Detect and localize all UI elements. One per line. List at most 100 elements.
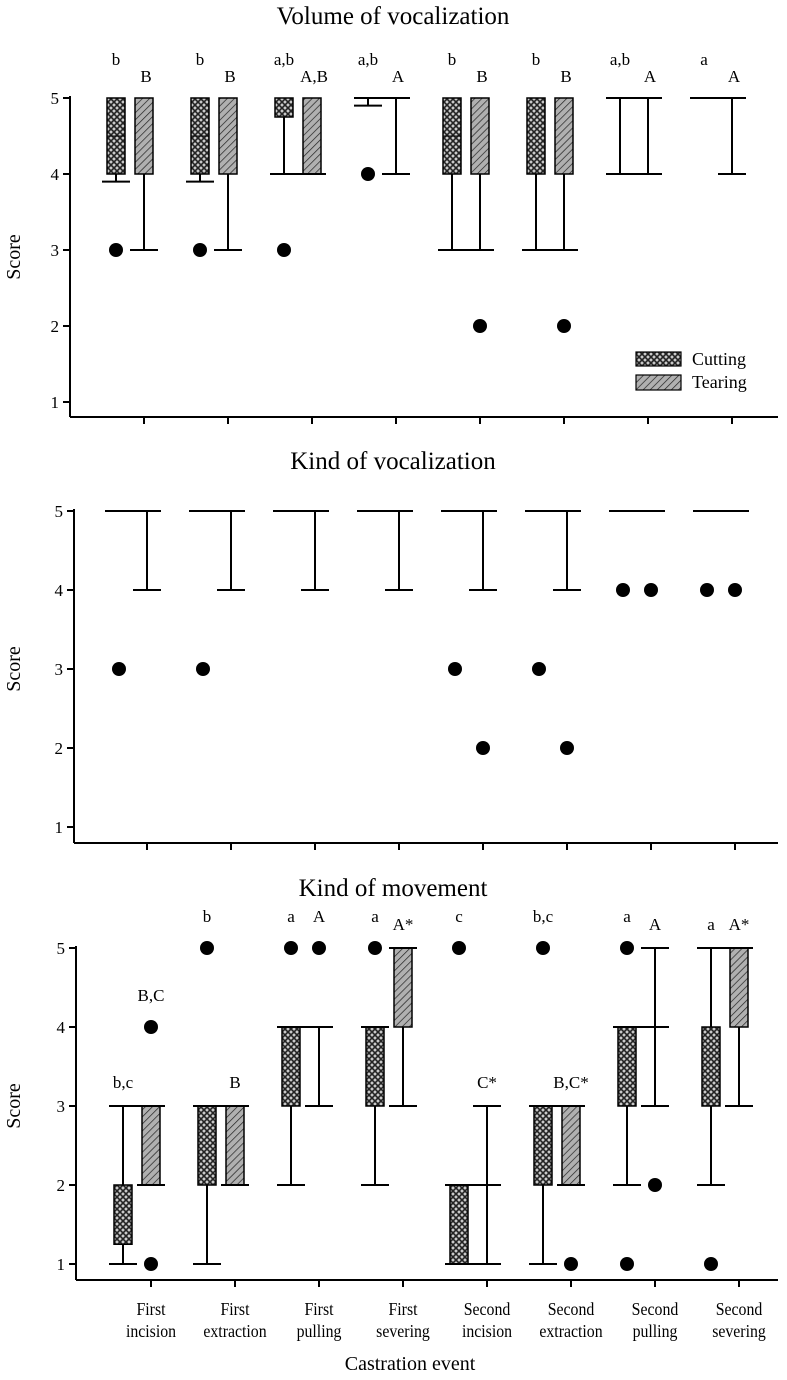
box-iqr bbox=[365, 1026, 385, 1107]
legend-swatch-tearing bbox=[635, 374, 682, 391]
outlier-point bbox=[473, 319, 487, 333]
box-cutting: b bbox=[186, 50, 214, 257]
y-tick-label: 3 bbox=[51, 241, 60, 260]
significance-letter: B bbox=[476, 67, 487, 86]
outlier-point bbox=[616, 583, 630, 597]
outlier-point bbox=[476, 741, 490, 755]
outlier-point bbox=[728, 583, 742, 597]
significance-letter: a bbox=[623, 907, 631, 926]
box-iqr bbox=[617, 1026, 637, 1107]
box-tearing bbox=[721, 510, 749, 597]
box-iqr bbox=[449, 1184, 469, 1265]
significance-letter: A,B bbox=[300, 67, 328, 86]
box-iqr bbox=[141, 1105, 161, 1186]
y-tick-label: 4 bbox=[51, 165, 60, 184]
box-iqr bbox=[561, 1105, 581, 1186]
legend-swatch-cutting bbox=[635, 351, 682, 367]
box-iqr bbox=[302, 97, 322, 175]
box-cutting bbox=[525, 510, 553, 676]
box-iqr bbox=[218, 97, 238, 175]
box-tearing: A* bbox=[725, 915, 753, 1107]
box-cutting: a,b bbox=[270, 50, 298, 257]
x-tick-label: extraction bbox=[539, 1321, 603, 1341]
box-tearing: A* bbox=[389, 915, 417, 1107]
box-tearing: C* bbox=[473, 1073, 501, 1265]
y-tick-label: 1 bbox=[57, 1255, 66, 1274]
outlier-point bbox=[560, 741, 574, 755]
box-tearing bbox=[217, 510, 245, 591]
significance-letter: c bbox=[455, 907, 463, 926]
significance-letter: a bbox=[707, 915, 715, 934]
x-tick-label: severing bbox=[712, 1321, 766, 1341]
box-tearing bbox=[301, 510, 329, 591]
significance-letter: A* bbox=[729, 915, 750, 934]
significance-letter: A* bbox=[393, 915, 414, 934]
significance-letter: A bbox=[313, 907, 326, 926]
box-cutting: c bbox=[445, 907, 473, 1265]
box-tearing bbox=[385, 510, 413, 591]
outlier-point bbox=[452, 941, 466, 955]
y-tick-label: 5 bbox=[55, 502, 64, 521]
box-tearing: A bbox=[634, 67, 662, 175]
x-tick-label: First bbox=[136, 1299, 165, 1319]
outlier-point bbox=[536, 941, 550, 955]
box-tearing: A bbox=[305, 907, 333, 1107]
significance-letter: B bbox=[224, 67, 235, 86]
legend-label-cutting: Cutting bbox=[692, 349, 746, 369]
outlier-point bbox=[557, 319, 571, 333]
box-cutting: a,b bbox=[354, 50, 382, 181]
y-tick-label: 3 bbox=[57, 1097, 66, 1116]
box-tearing: A bbox=[641, 915, 669, 1192]
box-iqr bbox=[134, 97, 154, 175]
box-cutting: a bbox=[690, 50, 718, 99]
outlier-point bbox=[361, 167, 375, 181]
box-iqr bbox=[526, 97, 546, 175]
panel-3-title: Kind of movement bbox=[299, 875, 488, 902]
significance-letter: B bbox=[140, 67, 151, 86]
outlier-point bbox=[648, 1178, 662, 1192]
x-tick-label: pulling bbox=[633, 1321, 678, 1341]
y-tick-label: 1 bbox=[55, 818, 64, 837]
x-tick-label: Second bbox=[632, 1299, 679, 1319]
box-iqr bbox=[274, 97, 294, 118]
significance-letter: C* bbox=[477, 1073, 497, 1092]
significance-letter: b bbox=[112, 50, 121, 69]
panel-2-ylabel: Score bbox=[3, 646, 25, 692]
y-tick-label: 5 bbox=[51, 89, 60, 108]
legend-label-tearing: Tearing bbox=[692, 372, 747, 392]
significance-letter: A bbox=[649, 915, 662, 934]
box-iqr bbox=[729, 947, 749, 1028]
outlier-point bbox=[109, 243, 123, 257]
outlier-point bbox=[700, 583, 714, 597]
significance-letter: a,b bbox=[274, 50, 294, 69]
box-tearing: B bbox=[214, 67, 242, 251]
panel-1-title: Volume of vocalization bbox=[277, 3, 510, 30]
box-tearing: B bbox=[130, 67, 158, 251]
x-tick-label: Second bbox=[716, 1299, 763, 1319]
box-iqr bbox=[113, 1184, 133, 1245]
panel-1-ylabel: Score bbox=[3, 234, 25, 280]
significance-letter: b,c bbox=[533, 907, 554, 926]
outlier-point bbox=[532, 662, 546, 676]
box-cutting bbox=[693, 510, 721, 597]
significance-letter: B bbox=[229, 1073, 240, 1092]
x-tick-label: pulling bbox=[297, 1321, 342, 1341]
box-tearing bbox=[553, 510, 581, 755]
significance-letter: a bbox=[371, 907, 379, 926]
panel-2: 1 2 3 4 5 bbox=[55, 502, 778, 850]
box-cutting: a,b bbox=[606, 50, 634, 175]
outlier-point bbox=[193, 243, 207, 257]
box-iqr bbox=[197, 1105, 217, 1186]
significance-letter: A bbox=[392, 67, 405, 86]
box-tearing: B bbox=[550, 67, 578, 333]
outlier-point bbox=[112, 662, 126, 676]
box-cutting bbox=[609, 510, 637, 597]
significance-letter: b bbox=[203, 907, 212, 926]
outlier-point bbox=[200, 941, 214, 955]
y-tick-label: 1 bbox=[51, 393, 60, 412]
box-cutting: b bbox=[522, 50, 550, 251]
box-iqr bbox=[533, 1105, 553, 1186]
box-cutting: b bbox=[102, 50, 130, 257]
y-tick-label: 4 bbox=[57, 1018, 66, 1037]
